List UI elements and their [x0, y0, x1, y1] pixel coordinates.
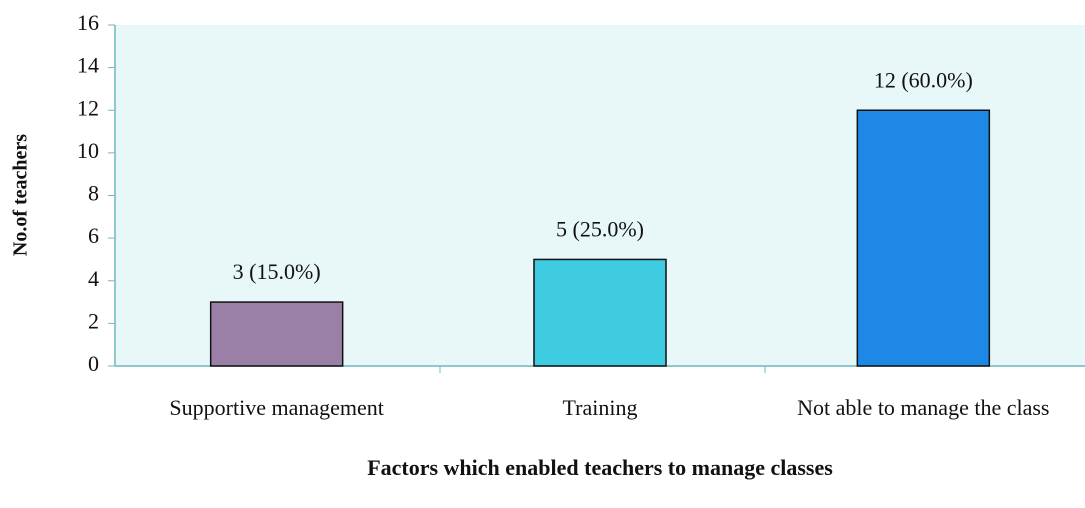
y-tick-label: 14 — [77, 53, 99, 78]
y-tick-label: 8 — [88, 181, 99, 206]
y-tick-label: 2 — [88, 308, 99, 333]
y-tick-label: 4 — [88, 266, 99, 291]
y-tick-label: 10 — [77, 138, 99, 163]
data-label: 5 (25.0%) — [556, 216, 644, 241]
data-label: 3 (15.0%) — [233, 259, 321, 284]
bar — [856, 109, 991, 367]
bar — [533, 258, 667, 367]
data-label: 12 (60.0%) — [874, 67, 973, 92]
y-axis-label: No.of teachers — [10, 134, 32, 256]
x-axis-label: Factors which enabled teachers to manage… — [367, 455, 833, 480]
bar — [209, 301, 344, 367]
x-tick-label: Training — [562, 395, 638, 420]
y-tick-label: 0 — [88, 351, 99, 376]
y-tick-label: 16 — [77, 10, 99, 35]
x-tick-label: Not able to manage the class — [797, 395, 1050, 420]
y-tick-label: 6 — [88, 223, 99, 248]
x-tick-label: Supportive management — [169, 395, 384, 420]
y-tick-label: 12 — [77, 95, 99, 120]
